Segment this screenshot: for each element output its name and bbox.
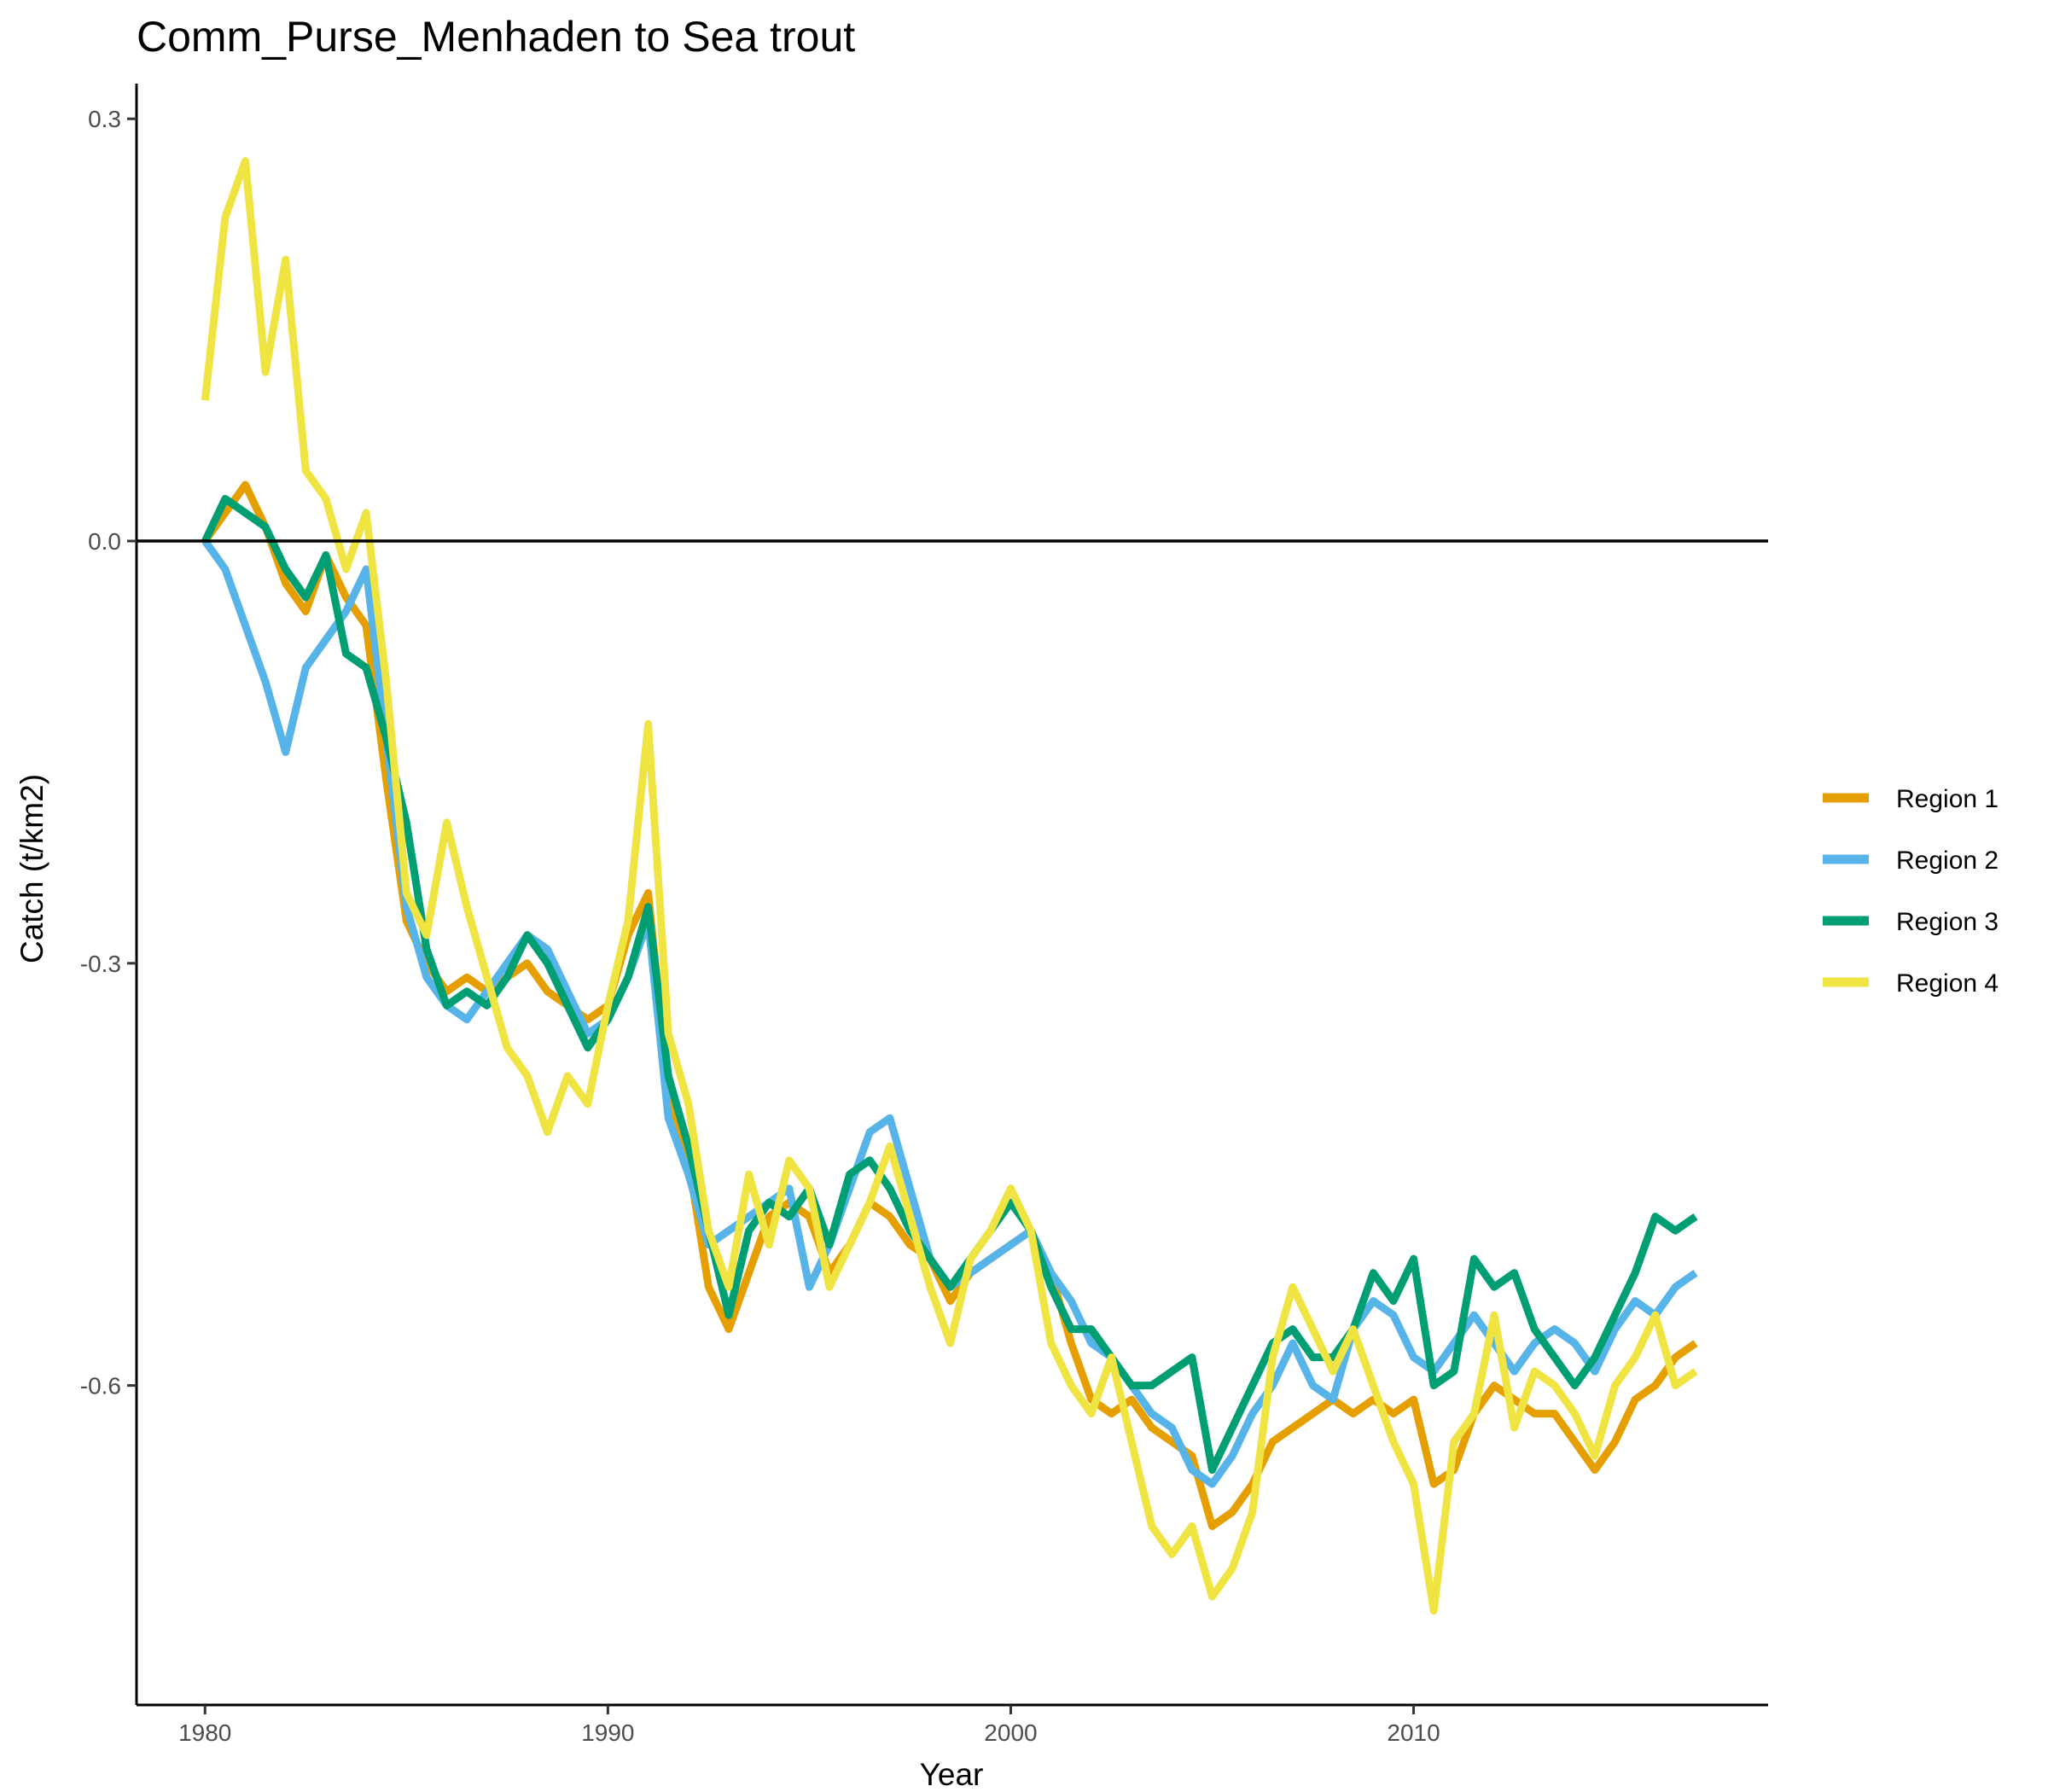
x-tick-label: 1980	[178, 1719, 231, 1746]
x-axis-title: Year	[920, 1757, 984, 1792]
series-line-region-4	[201, 157, 1698, 1615]
plot-area: 1980 1990 2000 2010 0.3 0.0 -0.3 -0.6	[80, 84, 1768, 1746]
x-axis-ticks: 1980 1990 2000 2010	[178, 1705, 1440, 1746]
x-tick-label: 1990	[581, 1719, 634, 1746]
chart-title: Comm_Purse_Menhaden to Sea trout	[137, 13, 855, 61]
y-axis-title: Catch (t/km2)	[15, 774, 49, 963]
series-layer	[201, 157, 1698, 1615]
series-line-region-3	[201, 495, 1698, 1475]
y-axis-ticks: 0.3 0.0 -0.3 -0.6	[80, 106, 137, 1399]
legend-label-region-1: Region 1	[1896, 785, 1999, 813]
y-tick-label: -0.6	[80, 1373, 121, 1399]
x-tick-label: 2010	[1387, 1719, 1440, 1746]
x-tick-label: 2000	[984, 1719, 1037, 1746]
legend: Region 1 Region 2 Region 3 Region 4	[1823, 785, 1999, 998]
y-tick-label: 0.3	[88, 106, 121, 132]
legend-label-region-2: Region 2	[1896, 847, 1999, 875]
legend-label-region-4: Region 4	[1896, 969, 1999, 998]
series-line-region-1	[201, 480, 1698, 1530]
y-tick-label: -0.3	[80, 951, 121, 977]
legend-label-region-3: Region 3	[1896, 908, 1999, 936]
y-tick-label: 0.0	[88, 528, 121, 555]
